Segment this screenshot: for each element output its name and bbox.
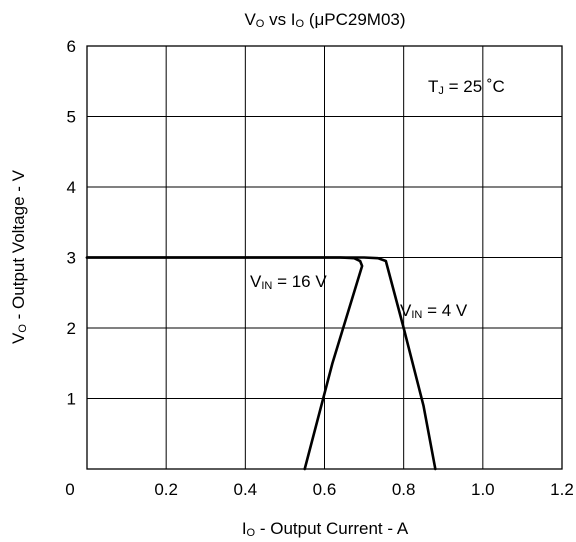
x-axis-label: IO - Output Current - A bbox=[242, 519, 409, 539]
x-tick-label: 0.2 bbox=[154, 480, 178, 499]
series-line-1 bbox=[85, 256, 437, 471]
x-tick-label: 0 bbox=[65, 480, 74, 499]
x-tick-labels: 0 0.2 0.4 0.6 0.8 1.0 1.2 bbox=[65, 480, 574, 499]
y-tick-label: 6 bbox=[67, 37, 76, 56]
y-tick-label: 5 bbox=[67, 108, 76, 127]
chart-title: VO vs IO (μPC29M03) bbox=[244, 10, 405, 30]
y-tick-label: 3 bbox=[67, 249, 76, 268]
annotation-vin-16: VIN = 16 V bbox=[250, 272, 327, 292]
x-tick-label: 0.4 bbox=[234, 480, 258, 499]
y-tick-label: 1 bbox=[67, 390, 76, 409]
annotation-tj: TJ = 25 ˚C bbox=[428, 77, 505, 97]
y-tick-label: 4 bbox=[67, 178, 76, 197]
x-tick-label: 0.6 bbox=[313, 480, 337, 499]
x-tick-label: 1.0 bbox=[471, 480, 495, 499]
y-tick-labels: 1 2 3 4 5 6 bbox=[67, 37, 76, 409]
annotation-vin-4: VIN = 4 V bbox=[400, 301, 468, 321]
x-tick-label: 1.2 bbox=[550, 480, 574, 499]
series-curves bbox=[85, 256, 437, 471]
y-axis-label: VO - Output Voltage - V bbox=[9, 169, 29, 344]
x-tick-label: 0.8 bbox=[392, 480, 416, 499]
y-tick-label: 2 bbox=[67, 319, 76, 338]
